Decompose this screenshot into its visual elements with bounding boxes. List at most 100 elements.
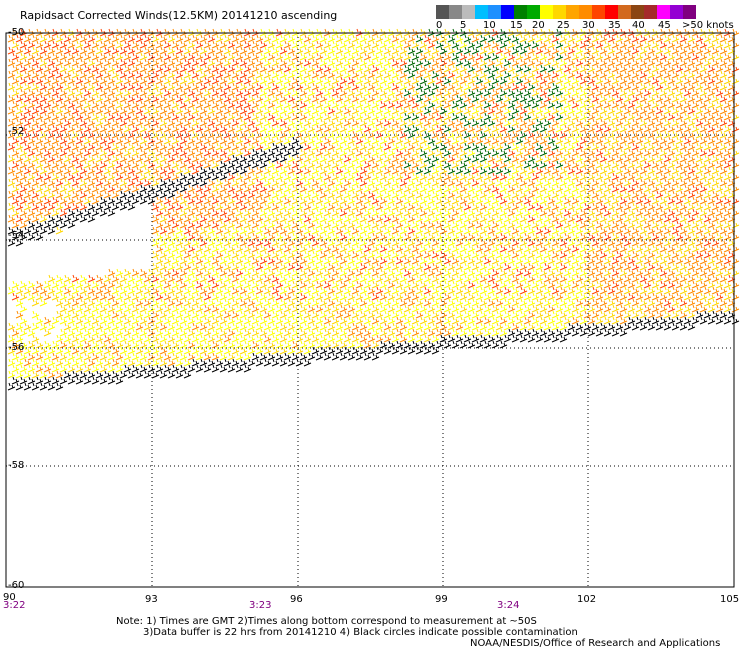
- wind-barb: [235, 340, 244, 349]
- wind-barb: [447, 274, 456, 283]
- wind-barb: [23, 214, 32, 223]
- wind-barb: [651, 40, 660, 49]
- wind-barb: [691, 148, 700, 157]
- wind-barb: [423, 82, 432, 91]
- wind-barb: [347, 124, 356, 133]
- wind-barb: [71, 214, 80, 223]
- wind-barb: [51, 52, 60, 61]
- wind-barb: [531, 160, 540, 169]
- wind-barb: [23, 130, 32, 139]
- wind-barb: [51, 112, 60, 121]
- wind-barb: [723, 148, 732, 157]
- wind-barb: [559, 142, 568, 151]
- wind-barb: [535, 166, 544, 175]
- wind-barb: [35, 52, 44, 61]
- wind-barb: [39, 298, 48, 307]
- wind-barb: [131, 352, 140, 361]
- wind-barb: [183, 250, 192, 259]
- wind-barb: [591, 226, 600, 235]
- wind-barb: [111, 106, 120, 115]
- wind-barb: [623, 106, 632, 115]
- wind-barb: [407, 94, 416, 103]
- wind-barb: [223, 346, 232, 355]
- wind-barb: [115, 304, 124, 313]
- wind-barb: [303, 202, 312, 211]
- wind-barb: [263, 322, 272, 331]
- wind-barb: [55, 82, 64, 91]
- wind-barb: [163, 52, 172, 61]
- wind-barb: [467, 76, 476, 85]
- wind-barb: [247, 58, 256, 67]
- wind-barb: [343, 82, 352, 91]
- wind-barb: [323, 328, 332, 337]
- wind-barb: [339, 268, 348, 277]
- wind-barb: [439, 322, 448, 331]
- wind-barb: [15, 118, 24, 127]
- wind-barb: [379, 232, 388, 241]
- wind-barb: [595, 172, 604, 181]
- wind-barb: [291, 40, 300, 49]
- wind-barb: [299, 76, 308, 85]
- wind-barb: [327, 70, 336, 79]
- wind-barb: [151, 298, 160, 307]
- wind-barb: [211, 100, 220, 109]
- wind-barb: [487, 82, 496, 91]
- wind-barb: [555, 160, 564, 169]
- wind-barb: [219, 208, 228, 217]
- wind-barb: [107, 208, 116, 217]
- wind-barb: [375, 202, 384, 211]
- wind-barb: [591, 58, 600, 67]
- wind-barb: [731, 232, 740, 241]
- wind-barb: [271, 334, 280, 343]
- wind-barb: [535, 142, 544, 151]
- wind-barb: [55, 286, 64, 295]
- wind-barb: [651, 112, 660, 121]
- wind-barb: [523, 136, 532, 145]
- wind-barb: [379, 292, 388, 301]
- wind-barb: [291, 256, 300, 265]
- wind-barb: [103, 94, 112, 103]
- wind-barb: [407, 82, 416, 91]
- wind-barb: [147, 88, 156, 97]
- wind-barb: [111, 322, 120, 331]
- wind-barb: [447, 202, 456, 211]
- wind-barb: [283, 172, 292, 181]
- wind-barb: [287, 322, 296, 331]
- wind-barb: [335, 58, 344, 67]
- wind-barb: [631, 298, 640, 307]
- wind-barb: [671, 226, 680, 235]
- wind-barb: [19, 148, 28, 157]
- wind-barb: [711, 274, 720, 283]
- wind-barb: [211, 352, 220, 361]
- wind-barb: [159, 274, 168, 283]
- wind-barb: [491, 280, 500, 289]
- wind-barb: [463, 190, 472, 199]
- wind-barb: [523, 220, 532, 229]
- wind-barb: [307, 100, 316, 109]
- wind-barb: [315, 280, 324, 289]
- wind-barb: [555, 136, 564, 145]
- wind-barb: [643, 184, 652, 193]
- wind-barb: [463, 154, 472, 163]
- wind-barb: [675, 280, 684, 289]
- wind-barb: [563, 280, 572, 289]
- wind-barb: [335, 226, 344, 235]
- wind-barb: [15, 94, 24, 103]
- wind-barb: [223, 118, 232, 127]
- wind-barb: [327, 250, 336, 259]
- wind-barb: [559, 166, 568, 175]
- wind-barb: [171, 208, 180, 217]
- wind-barb: [127, 46, 136, 55]
- wind-barb: [703, 130, 712, 139]
- wind-barb: [559, 250, 568, 259]
- wind-barb: [623, 238, 632, 247]
- wind-barb: [203, 136, 212, 145]
- wind-barb: [663, 154, 672, 163]
- wind-barb: [547, 124, 556, 133]
- wind-barb: [303, 214, 312, 223]
- wind-barb: [551, 322, 560, 331]
- wind-barb: [147, 112, 156, 121]
- wind-barb: [379, 88, 388, 97]
- wind-barb: [259, 208, 268, 217]
- wind-barb: [619, 100, 628, 109]
